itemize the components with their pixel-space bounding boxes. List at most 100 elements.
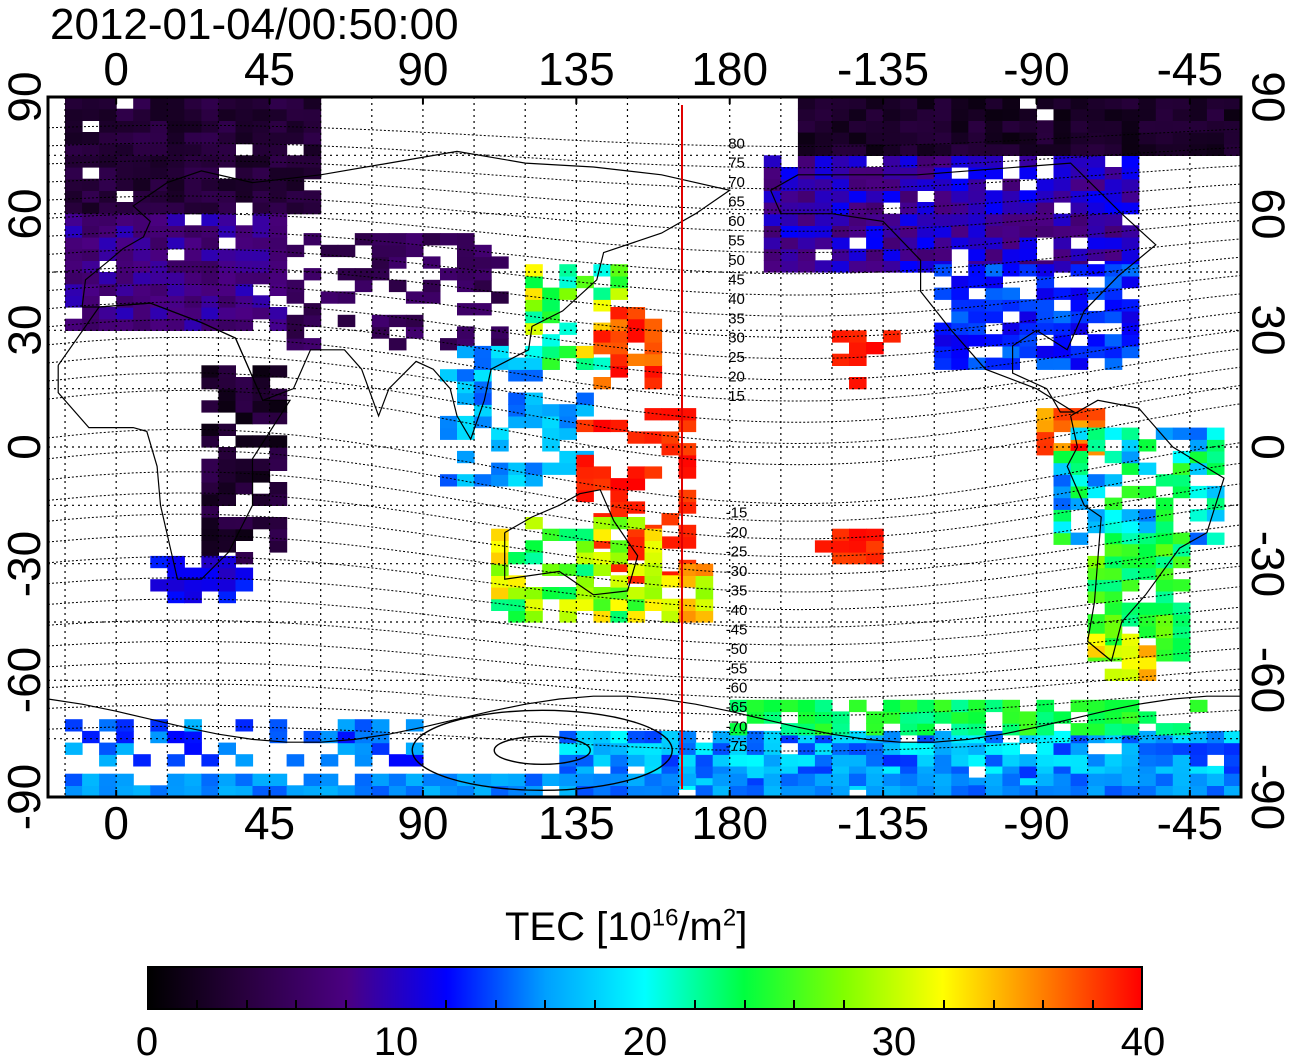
colorbar-minor-tick [444,1000,447,1010]
tec-cell [99,132,117,145]
tec-cell [269,225,288,238]
tec-cell [1053,532,1072,545]
tec-cell [1053,190,1072,203]
tec-cell [780,237,799,250]
tec-cell [286,178,305,191]
tec-cell [985,287,1003,300]
tec-cell [99,202,117,215]
tec-cell [593,299,611,312]
tec-cell [627,318,646,331]
tec-cell [184,567,202,580]
tec-cell [1121,322,1140,335]
tec-cell [82,178,100,191]
tec-cell [849,248,867,261]
tec-cell [1189,108,1208,121]
tec-cell [201,190,219,203]
tec-cell [491,326,509,339]
tec-cell [1053,509,1072,522]
tec-cell [576,392,594,405]
tec-cell [201,318,219,331]
tec-cell [1019,345,1037,359]
mag-lat-contour [47,372,1242,445]
tec-cell [218,120,236,133]
tec-cell [1121,614,1140,627]
tec-cell [934,143,952,156]
tec-cell [82,295,100,308]
tec-cell [354,719,373,732]
tec-cell [525,392,543,405]
tec-cell [235,307,254,320]
tec-cell [150,579,168,592]
tec-cell [1172,120,1191,133]
tec-cell [1104,97,1123,110]
tec-cell [1121,520,1140,534]
contour-label: 45 [728,271,745,288]
mag-lat-contour [47,492,1242,558]
tec-cell [985,143,1003,156]
tec-cell [832,167,850,180]
tec-cell [661,536,680,549]
tec-cell [201,155,219,168]
tec-cell [1087,248,1106,261]
tec-cell [1087,590,1106,604]
tec-cell [849,108,867,121]
tec-cell [286,108,305,121]
tec-cell [951,178,969,191]
tec-cell [269,719,288,732]
tec-cell [252,470,271,483]
contour-label: 60 [728,213,745,230]
tec-cell [934,699,952,713]
tec-cell [934,132,952,145]
tec-cell [1002,178,1020,191]
tec-cell [82,785,100,798]
tec-cell [1087,645,1106,658]
tec-cell [218,400,236,413]
tec-cell [252,493,271,506]
tec-cell [133,307,151,320]
tec-cell [729,699,748,713]
tec-cell [1002,213,1020,226]
tec-cell [405,233,424,246]
contour-label: 15 [728,388,745,405]
mag-lat-contour [47,213,1242,254]
tec-cell [593,264,611,277]
tec-cell [388,244,407,258]
tec-cell [1053,730,1072,744]
tec-cell [218,590,236,604]
tec-cell [1189,742,1208,755]
tec-cell [951,97,969,110]
bottom-lon-tick: 135 [537,797,615,849]
tec-cell [491,345,509,359]
colorbar-minor-tick [992,1000,995,1010]
tec-cell [150,237,168,250]
tec-cell [184,283,202,296]
tec-cell [1138,754,1157,767]
tec-cell [286,291,305,304]
tec-cell [525,357,543,370]
tec-cell [65,190,83,203]
tec-cell [1070,143,1089,156]
tec-cell [201,272,219,285]
contour-label: -65 [726,699,748,716]
tec-cell [780,248,799,261]
contour-label: -60 [726,680,748,697]
tec-cell [780,213,799,226]
tec-cell [1189,532,1208,545]
tec-cell [508,357,526,370]
tec-cell [1121,299,1140,312]
tec-cell [167,283,185,296]
tec-cell [286,754,305,767]
tec-cell [1121,773,1140,786]
tec-cell [252,167,271,180]
contour-label: 65 [728,194,745,211]
tec-cell [133,143,151,156]
tec-cell [849,225,867,238]
magnetic-latitude-contours [47,124,1242,792]
tec-cell [1087,202,1106,215]
tec-cell [1070,462,1089,475]
tec-cell [576,587,594,600]
tec-cell [985,108,1003,121]
tec-cell [184,178,202,191]
tec-cell [917,773,935,786]
tec-cell [985,275,1003,289]
